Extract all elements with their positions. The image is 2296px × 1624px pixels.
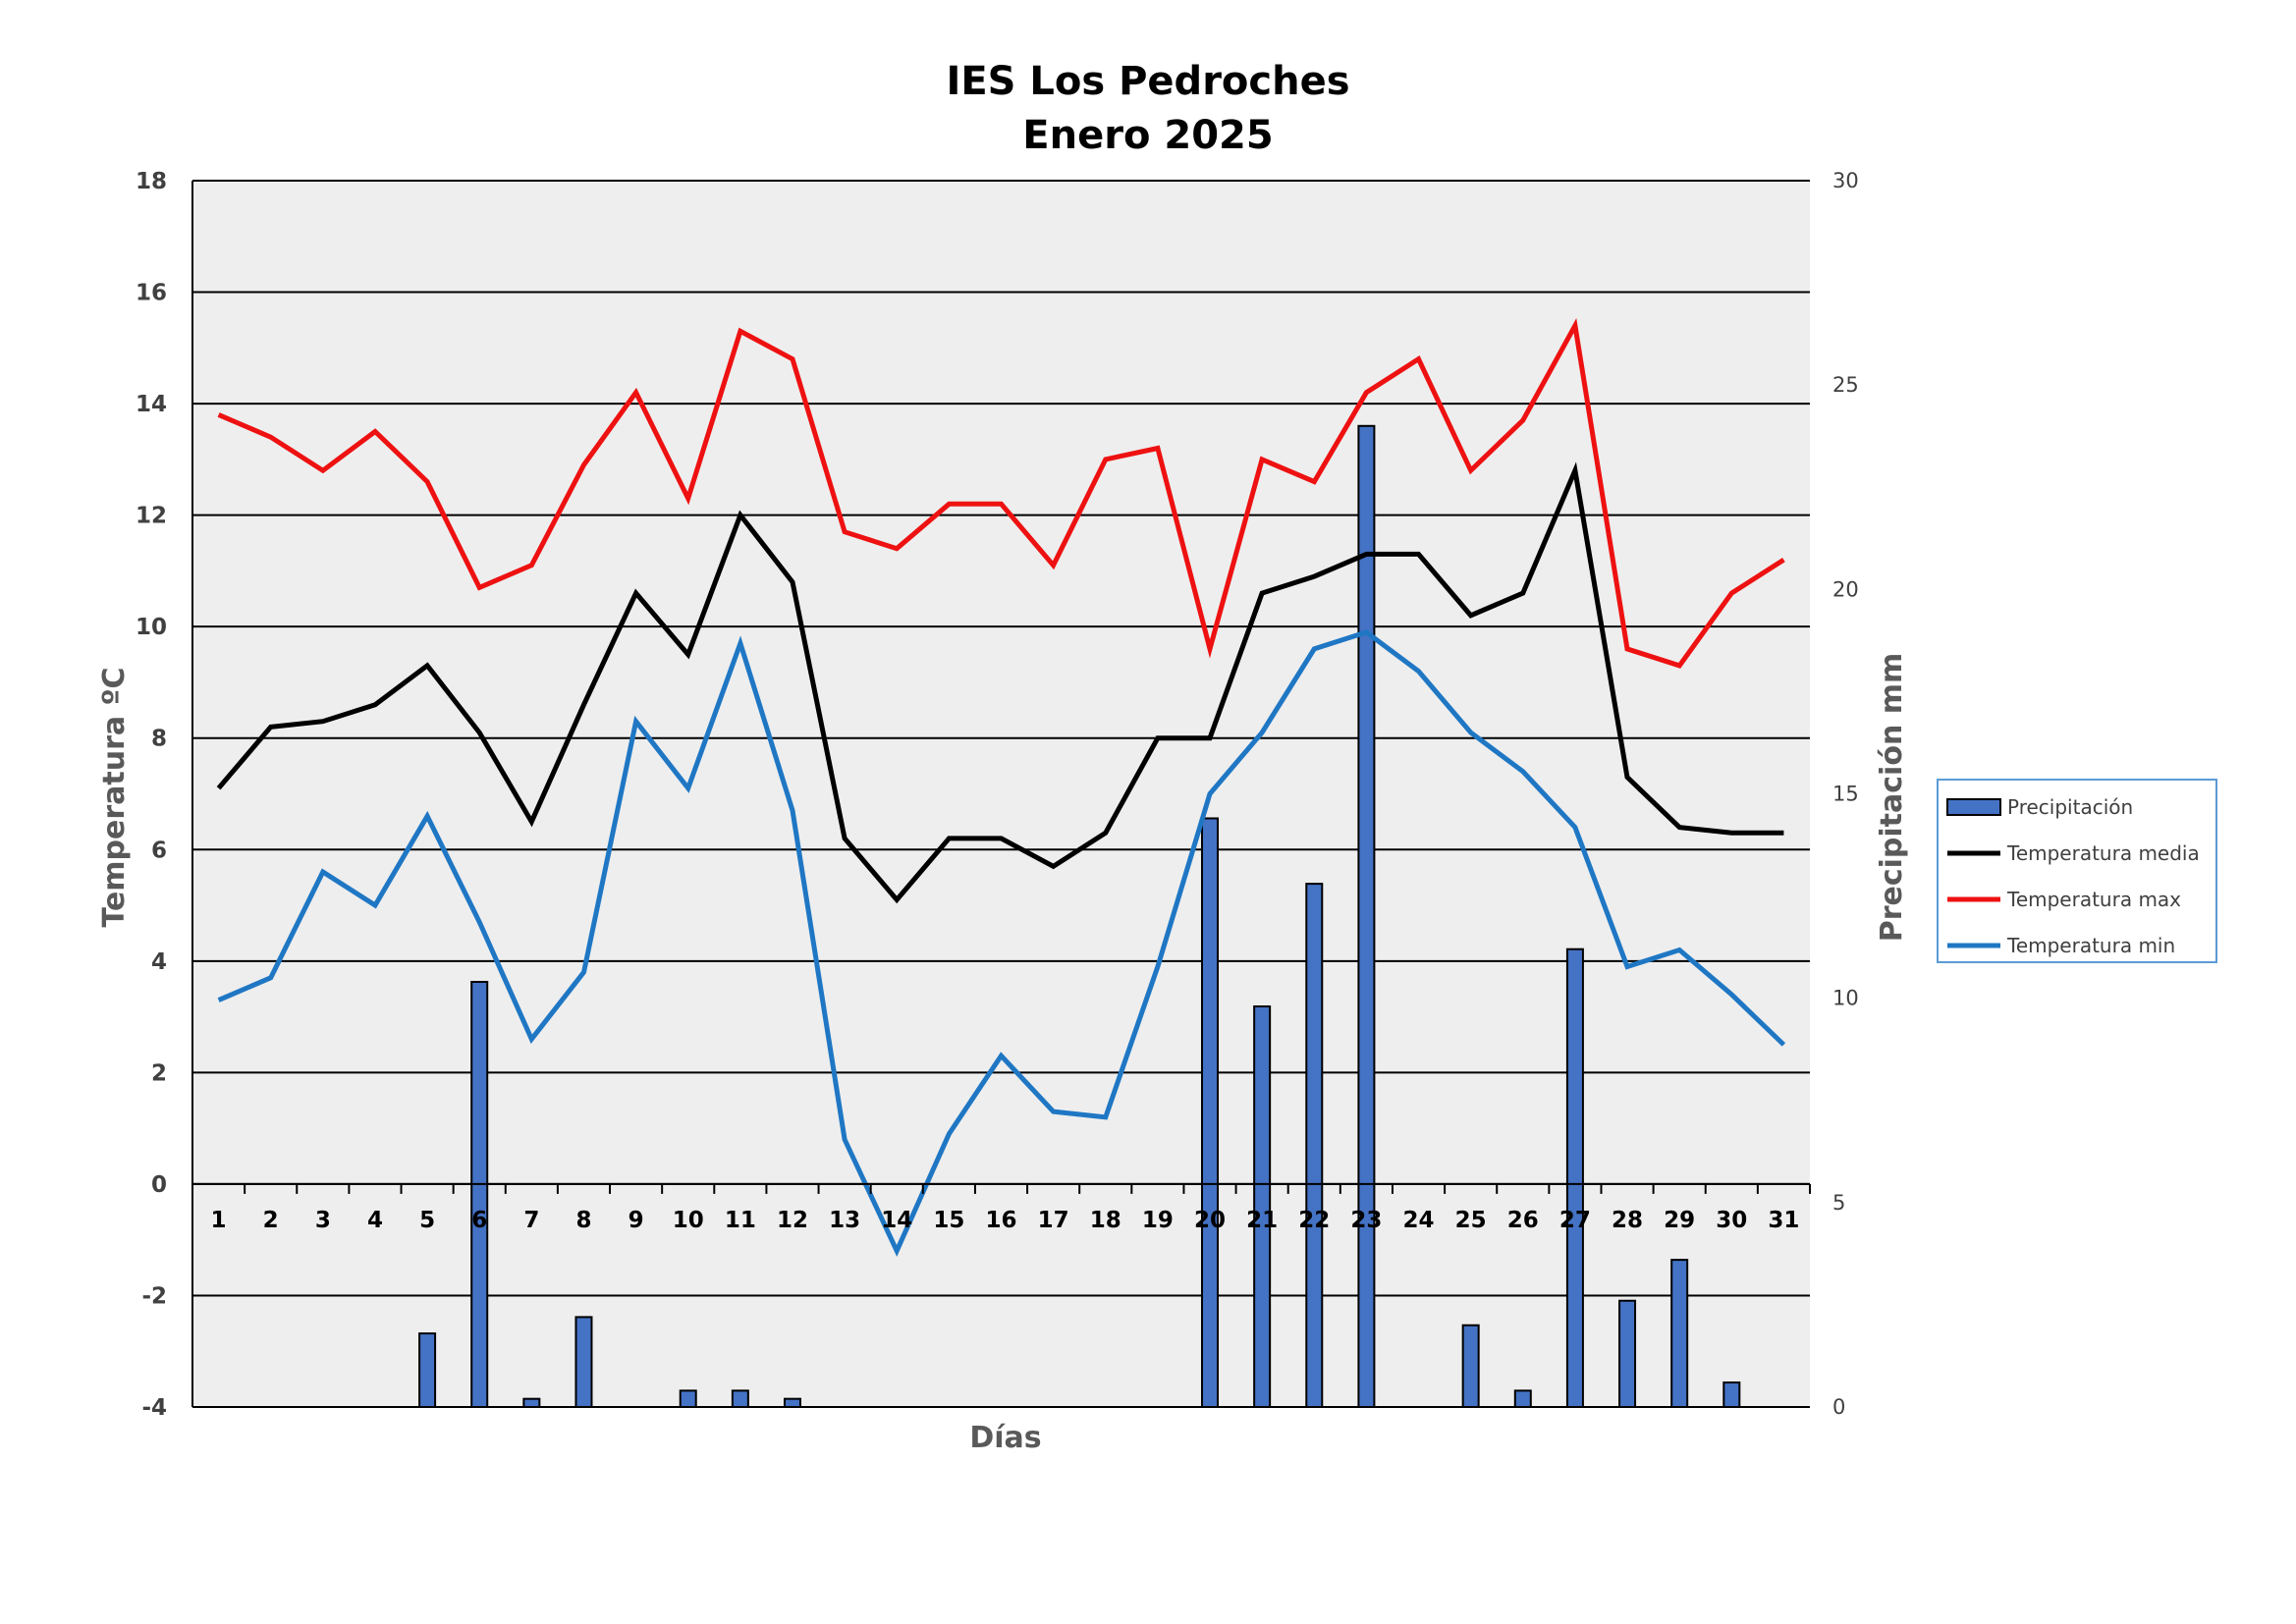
x-tick-label: 17 [1038,1208,1069,1233]
y-right-tick-label: 0 [1832,1395,1845,1419]
x-tick-label: 19 [1142,1208,1174,1233]
x-tick-label: 5 [419,1208,435,1233]
x-tick-label: 30 [1716,1208,1747,1233]
x-tick-label: 1 [211,1208,227,1233]
y-axis-left-title: Temperatura ºC [97,667,132,927]
x-tick-label: 8 [575,1208,591,1233]
precipitation-bar [1565,947,1584,1408]
precipitation-bar [679,1389,697,1409]
x-tick-label: 3 [315,1208,331,1233]
legend-label: Temperatura media [2006,841,2200,865]
y-right-tick-label: 10 [1832,987,1859,1010]
precipitation-bar [1513,1389,1532,1409]
precipitation-bar [1461,1324,1480,1408]
y-left-tick-label: 16 [136,281,167,306]
y-left-tick-label: 4 [151,949,167,975]
x-tick-label: 23 [1350,1208,1382,1233]
precipitation-bar [1253,1004,1272,1408]
x-tick-label: 24 [1403,1208,1435,1233]
x-tick-label: 22 [1298,1208,1330,1233]
precipitation-bar [1305,883,1324,1408]
legend-label: Temperatura min [2006,934,2175,957]
line-temperatura-max [217,318,1785,669]
chart-title-line-1: IES Los Pedroches [946,59,1349,104]
y-right-tick-label: 20 [1832,577,1859,601]
precipitation-bar [574,1316,593,1408]
x-tick-label: 25 [1455,1208,1487,1233]
x-tick-label: 31 [1768,1208,1799,1233]
y-left-tick-label: 6 [151,838,167,863]
y-left-tick-label: 10 [136,615,167,640]
precipitation-bar [731,1389,749,1409]
x-tick-label: 12 [777,1208,808,1233]
x-tick-label: 16 [985,1208,1016,1233]
precipitation-bar [783,1397,801,1409]
precipitation-bar [1618,1299,1637,1408]
precipitation-bar [522,1397,541,1409]
y-left-tick-label: 8 [151,727,167,752]
legend-label: Precipitación [2007,795,2133,819]
y-right-tick-label: 15 [1832,783,1859,806]
y-axis-left-ticks: 18 16 14 12 10 8 6 4 2 0 -2 -4 [136,169,167,1421]
y-right-tick-label: 30 [1832,169,1859,192]
x-tick-label: 13 [829,1208,860,1233]
precipitation-bars [418,424,1741,1409]
y-left-tick-label: 2 [151,1060,167,1086]
precipitation-bar [1201,817,1220,1408]
x-tick-label: 2 [263,1208,279,1233]
x-tick-label: 15 [933,1208,964,1233]
x-tick-label: 29 [1664,1208,1695,1233]
y-right-tick-label: 25 [1832,373,1859,397]
y-left-tick-label: -2 [141,1283,167,1309]
y-axis-right-title: Precipitación mm [1875,653,1909,943]
x-tick-label: 4 [367,1208,383,1233]
line-temperatura-min [217,629,1786,1258]
y-axis-right-ticks: 30 25 20 15 10 5 0 [1832,169,1859,1419]
precipitation-bar [1357,424,1376,1408]
x-tick-label: 27 [1559,1208,1591,1233]
x-tick-label: 26 [1507,1208,1539,1233]
y-left-tick-label: 18 [136,169,167,194]
precipitation-bar [470,981,489,1408]
chart-title-line-2: Enero 2025 [1022,113,1273,158]
x-tick-label: 14 [881,1208,912,1233]
x-tick-label: 9 [629,1208,644,1233]
precipitation-bar [1670,1259,1689,1408]
y-left-tick-label: -4 [141,1395,167,1421]
temperature-lines [216,318,1786,1258]
y-left-tick-label: 0 [151,1172,167,1198]
legend: Precipitación Temperatura media Temperatur… [1937,779,2217,963]
legend-swatch-bar [1946,798,2001,816]
x-tick-label: 10 [673,1208,704,1233]
x-tick-label: 18 [1090,1208,1121,1233]
y-left-tick-label: 14 [136,392,167,417]
x-tick-label: 11 [725,1208,756,1233]
x-axis-title: Días [969,1421,1041,1455]
precipitation-bar [418,1332,437,1409]
y-right-tick-label: 5 [1832,1191,1845,1215]
y-left-tick-label: 12 [136,504,167,529]
x-axis: 1 2 3 4 5 6 7 8 9 10 11 12 13 14 15 16 17 18 19 20 21 22 23 24 2… [191,1182,1811,1233]
x-tick-label: 21 [1246,1208,1278,1233]
x-tick-label: 6 [471,1208,487,1233]
x-tick-label: 20 [1194,1208,1226,1233]
x-tick-label: 28 [1612,1208,1643,1233]
legend-label: Temperatura max [2006,888,2181,911]
line-temperatura-media [216,461,1784,904]
precipitation-bar [1722,1381,1741,1409]
x-tick-label: 7 [523,1208,539,1233]
